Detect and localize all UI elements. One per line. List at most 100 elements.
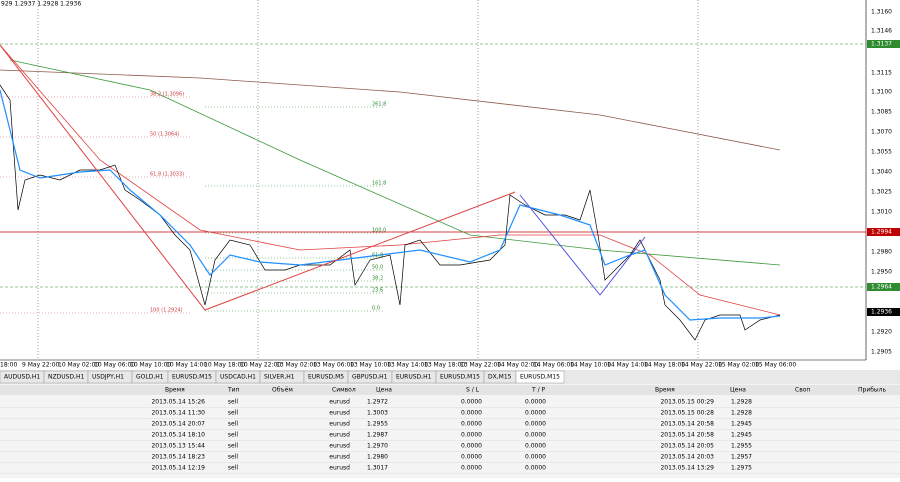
table-cell: 2013.05.14 20:03 [660,454,714,461]
table-cell: 1.2928 [731,399,752,406]
table-cell: 2013.05.14 18:10 [151,432,205,439]
time-label: 14 May 22:00 [681,362,722,369]
table-header-cell: Символ [332,387,356,394]
chart-tab-label: EURUSD,M15 [172,374,212,381]
table-cell: sell [228,443,238,450]
chart-tab-label: GBPUSD,H1 [352,374,388,381]
table-cell: 1.2970 [367,443,388,450]
price-marker [867,283,900,291]
ma-mid [9,59,781,266]
fib-label: 50.0 [372,265,383,271]
price-label: 1.3115 [871,70,892,77]
table-cell: 1.2928 [731,410,752,417]
table-cell: 0.0000 [461,399,482,406]
table-cell: 1.2980 [367,454,388,461]
table-cell: 0.0000 [525,465,546,472]
time-label: 9 May 22:00 [22,362,60,369]
fib-right [205,106,385,312]
table-cell: 0.0000 [461,454,482,461]
trend-line [0,44,516,311]
time-label: 13 May 14:00 [387,362,428,369]
time-label: 13 May 02:00 [276,362,317,369]
table-cell: 2013.05.14 11:30 [151,410,205,417]
fib-label: 261.8 [372,102,386,108]
price-label: 1.3100 [871,89,892,96]
fib-label: 50 (1.3064) [150,132,179,138]
table-cell: 2013.05.14 18:23 [151,454,205,461]
fib-label: 61.8 [372,253,383,259]
price [0,84,781,341]
price-marker [867,308,900,316]
fib-label: 23.6 [372,288,383,294]
table-header [0,385,900,395]
time-label: 14 May 02:00 [497,362,538,369]
price-marker-label: 1.3137 [871,41,892,48]
table-cell: 0.0000 [525,399,546,406]
table-cell: 2013.05.14 20:58 [660,432,714,439]
price-label: 1.3146 [871,28,892,35]
time-label: 13 May 06:00 [313,362,354,369]
time-label: 14 May 14:00 [607,362,648,369]
table-cell: 1.2945 [731,421,752,428]
table-cell: 0.0000 [525,443,546,450]
table-cell: sell [228,410,238,417]
table-cell: 2013.05.15 00:29 [660,399,714,406]
table-cell: 0.0000 [461,432,482,439]
fib-label: 100.0 [372,228,386,234]
table-cell: 0.0000 [461,465,482,472]
table-cell: 1.2975 [731,465,752,472]
chart-tab-label: SILVER,H1 [264,374,295,381]
chart-tab[interactable] [515,370,565,384]
table-cell: sell [228,399,238,406]
chart-bg [0,0,900,370]
table-cell: 2013.05.14 12:19 [151,465,205,472]
table-header-cell: S / L [466,387,480,394]
fib-label: 161.8 [372,181,386,187]
time-label: 15 May 02:00 [718,362,759,369]
table-cell: 1.2972 [367,399,388,406]
chart-tab-label: EURUSD,M5 [308,374,344,381]
table-cell: 2013.05.14 20:07 [151,421,205,428]
table-cell: eurusd [329,399,350,406]
table-cell: 0.0000 [461,410,482,417]
chart-tab-label: AUDUSD,H1 [4,374,40,381]
price-marker-label: 1.2994 [871,229,892,236]
chart-tab-label: EURUSD,H1 [396,374,432,381]
table-cell: 0.0000 [461,443,482,450]
time-label: 10 May 14:00 [166,362,207,369]
table-cell: 1.3017 [367,465,388,472]
table-header-cell: Своп [795,387,810,394]
table-header-cell: T / P [531,387,546,394]
ma-blue [0,89,781,321]
ma-fast [0,44,781,316]
time-label: 14 May 18:00 [644,362,685,369]
table-header-cell: Время [165,387,185,394]
table-cell: 2013.05.15 00:28 [660,410,714,417]
price-label: 1.3055 [871,149,892,156]
table-header-cell: Цена [376,387,392,394]
table-cell: eurusd [329,443,350,450]
chart-tab-label: EURUSD,M15 [440,374,480,381]
price-label: 1.3010 [871,209,892,216]
chart-tab-label: USDJPY,H1 [92,374,124,381]
table-cell: eurusd [329,421,350,428]
table-cell: 1.2955 [367,421,388,428]
fib-label: 0.0 [372,306,380,312]
table-cell: 1.2987 [367,432,388,439]
price-marker-label: 1.2964 [871,284,892,291]
table-cell: sell [228,421,238,428]
table-cell: eurusd [329,432,350,439]
table-header-cell: Тип [227,387,240,394]
chart-tab-label: USDCAD,H1 [220,374,256,381]
chart-tab-label: NZDUSD,H1 [48,374,84,381]
ma-slow [0,69,781,151]
price-label: 1.2905 [871,349,892,356]
table-cell: 2013.05.14 20:58 [660,421,714,428]
table-cell: eurusd [329,410,350,417]
chart-info: 929 1.2937 1.2928 1.2936 [1,1,81,8]
table-cell: sell [228,432,238,439]
price-marker [867,40,900,48]
chart-tab-label: EURUSD,M15 [520,374,560,381]
fib-label: 61.8 (1.3033) [150,172,184,178]
